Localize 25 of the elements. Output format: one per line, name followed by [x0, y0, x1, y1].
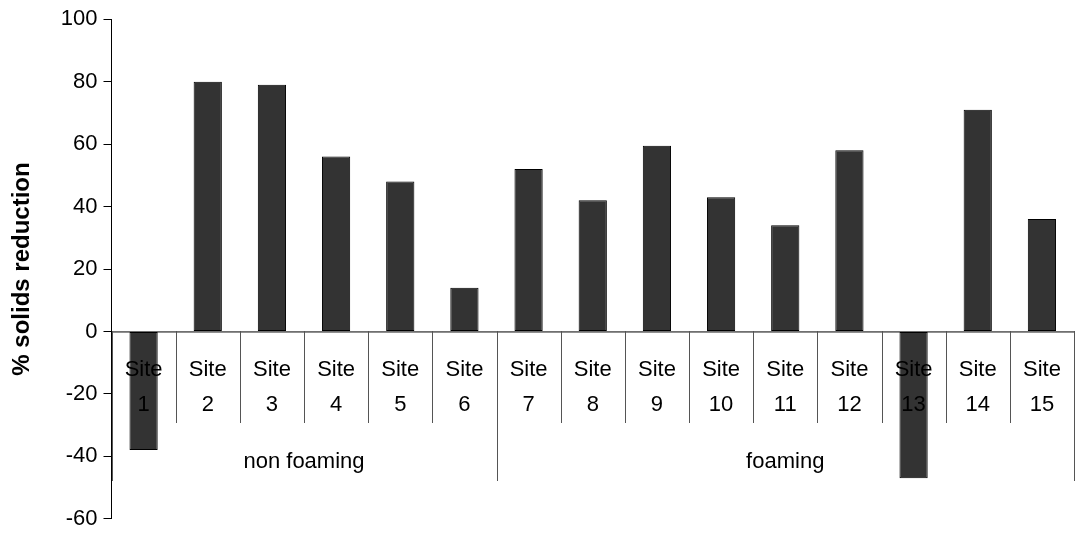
x-tick-label: Site 10 — [702, 356, 741, 417]
x-tick-label: Site 6 — [445, 356, 484, 417]
x-tick-label: Site 15 — [1022, 356, 1061, 417]
y-tick-label: 0 — [85, 317, 98, 343]
y-tick-label: -60 — [65, 504, 98, 530]
annotation: non foaming — [243, 448, 365, 474]
x-tick-label: Site 7 — [509, 356, 548, 417]
y-tick-label: -40 — [65, 442, 98, 468]
x-tick-label: Site 8 — [573, 356, 612, 417]
y-tick-label: 60 — [73, 130, 98, 156]
y-tick-label: 100 — [60, 5, 98, 31]
x-tick-label: Site 11 — [766, 356, 805, 417]
x-tick-label: Site 5 — [381, 356, 420, 417]
annotation: foaming — [746, 448, 825, 474]
x-tick-label: Site 12 — [830, 356, 869, 417]
y-axis-title: % solids reduction — [7, 162, 35, 376]
x-tick-label: Site 3 — [252, 356, 291, 417]
x-tick-label: Site 4 — [317, 356, 356, 417]
y-tick-label: 20 — [73, 255, 98, 281]
x-tick-label: Site 14 — [958, 356, 997, 417]
x-tick-label: Site 2 — [188, 356, 227, 417]
y-tick-label: 40 — [73, 192, 98, 218]
y-tick-label: -20 — [65, 379, 98, 405]
y-tick-label: 80 — [73, 67, 98, 93]
x-tick-label: Site 9 — [637, 356, 676, 417]
